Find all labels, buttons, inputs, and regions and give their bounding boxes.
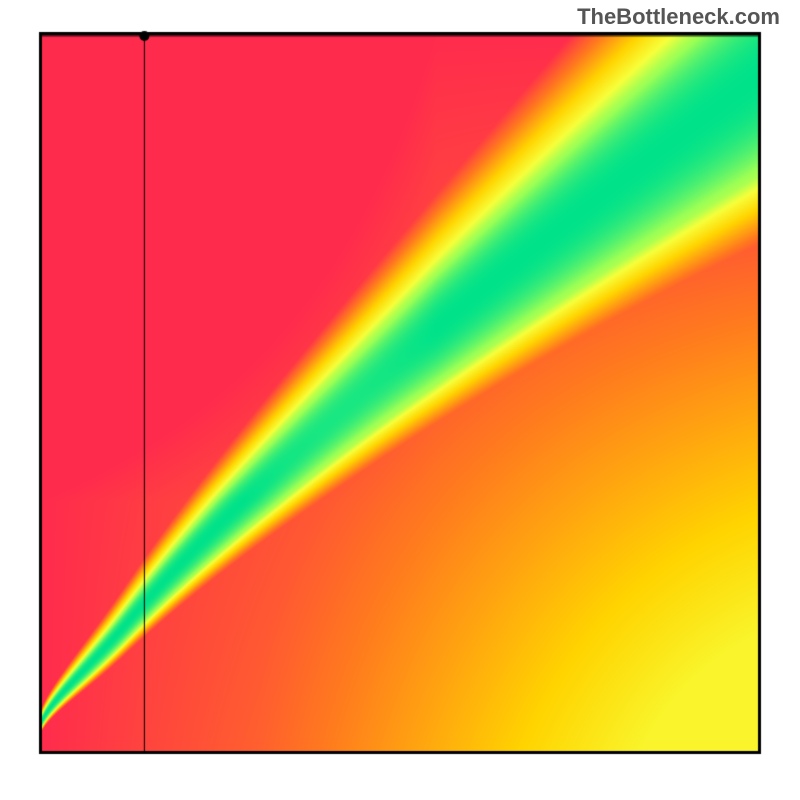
chart-wrapper: TheBottleneck.com bbox=[0, 0, 800, 800]
bottleneck-heatmap-canvas bbox=[0, 0, 800, 800]
attribution-text: TheBottleneck.com bbox=[577, 4, 780, 30]
